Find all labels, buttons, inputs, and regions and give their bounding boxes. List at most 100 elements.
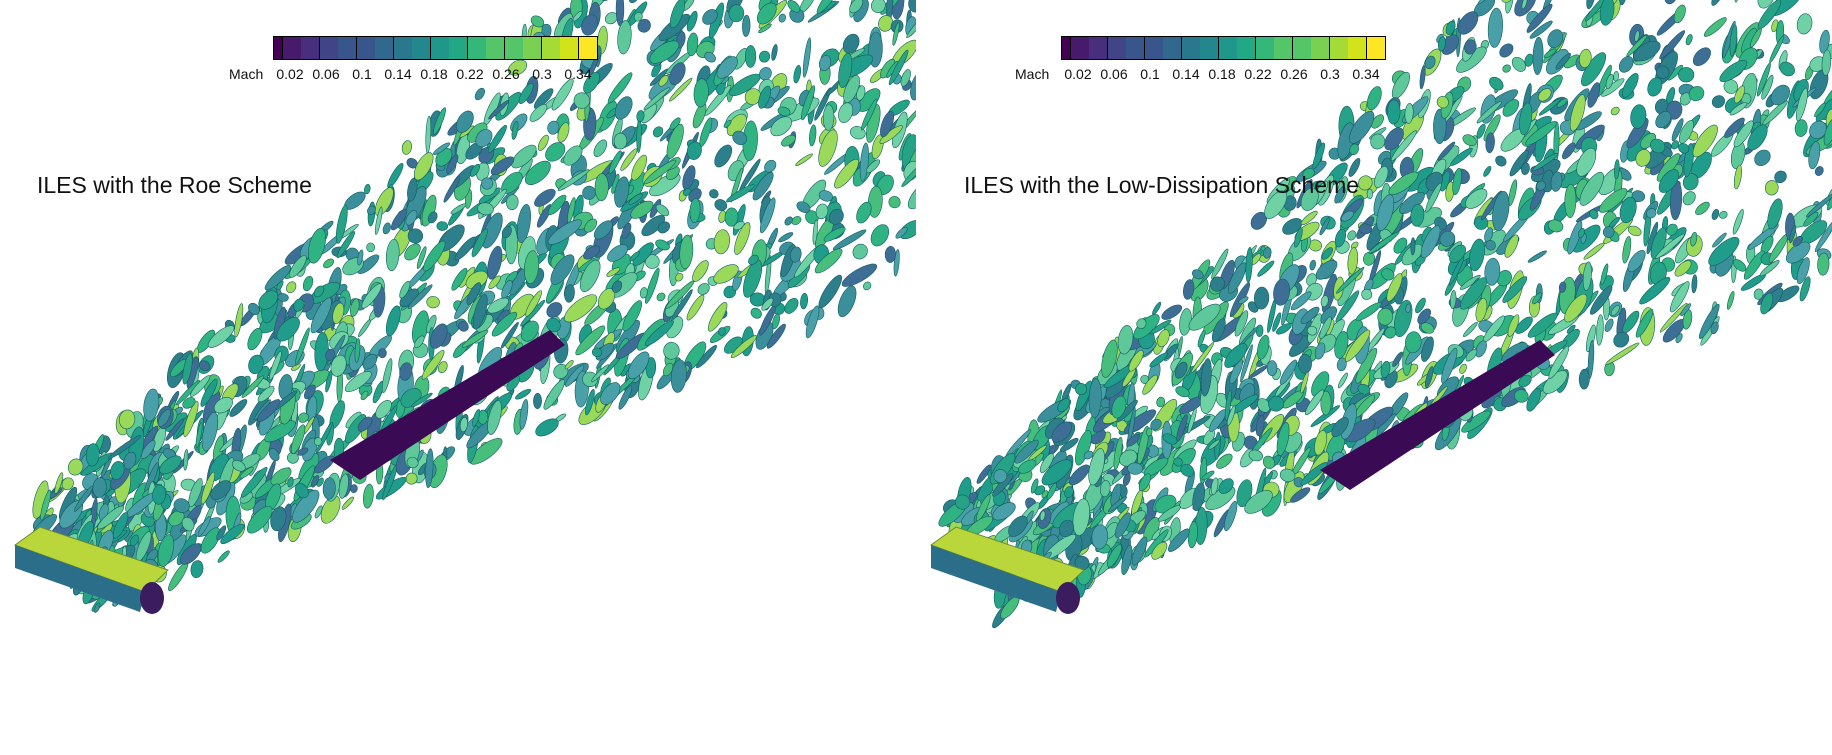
vortex-structure bbox=[1257, 260, 1275, 277]
vortex-structure bbox=[1461, 410, 1491, 433]
colorbar-tick-label: 0.1 bbox=[352, 66, 372, 82]
vortex-structure bbox=[547, 120, 560, 135]
vortex-structure bbox=[1535, 0, 1571, 1]
vortex-structure bbox=[1151, 541, 1168, 560]
vortex-structure bbox=[1729, 24, 1738, 57]
vortex-structure bbox=[107, 435, 142, 460]
vortex-structure bbox=[367, 205, 376, 215]
colorbar-bin bbox=[579, 37, 597, 59]
vortex-structure bbox=[707, 302, 728, 332]
vortex-structure bbox=[582, 371, 598, 387]
vortex-structure bbox=[268, 448, 280, 462]
colorbar-tick-label: 0.14 bbox=[1172, 66, 1200, 82]
cylinder-body bbox=[13, 526, 169, 614]
vortex-structure bbox=[611, 280, 623, 293]
vortex-structure bbox=[1300, 306, 1320, 324]
vortex-structure bbox=[516, 203, 531, 243]
vortex-structure bbox=[537, 134, 549, 151]
vortex-structure bbox=[1064, 486, 1074, 498]
colorbar-bin bbox=[1200, 37, 1219, 59]
vortex-structure bbox=[582, 185, 596, 200]
vortex-structure bbox=[1350, 241, 1359, 250]
vortex-structure bbox=[1138, 473, 1152, 492]
vortex-structure bbox=[583, 245, 601, 260]
vortex-structure bbox=[547, 194, 567, 216]
vortex-structure bbox=[362, 353, 378, 370]
vortex-structure bbox=[1415, 297, 1426, 314]
vortex-structure bbox=[1602, 226, 1615, 238]
vortex-structure bbox=[487, 124, 507, 153]
vortex-structure bbox=[591, 347, 603, 357]
vortex-structure bbox=[1639, 277, 1671, 305]
vortex-structure bbox=[666, 123, 684, 159]
vortex-structure bbox=[1578, 368, 1590, 390]
vortex-structure bbox=[800, 292, 809, 310]
cylinder-body bbox=[929, 526, 1085, 614]
vortex-structure bbox=[1268, 395, 1285, 412]
vortex-structure bbox=[1499, 43, 1514, 58]
vortex-structure bbox=[190, 560, 204, 579]
colorbar-bin bbox=[357, 37, 375, 59]
vortex-structure bbox=[302, 275, 314, 292]
vortex-structure bbox=[382, 222, 391, 235]
vortex-structure bbox=[1659, 302, 1688, 333]
vortex-structure bbox=[507, 59, 528, 76]
vortex-structure bbox=[1075, 430, 1092, 466]
vortex-structure bbox=[1823, 117, 1832, 146]
vortex-structure bbox=[1576, 147, 1597, 177]
vortex-structure bbox=[1349, 143, 1360, 155]
vortex-structure bbox=[1248, 449, 1264, 462]
vortex-structure bbox=[1627, 225, 1642, 237]
vortex-structure bbox=[1584, 0, 1610, 22]
vortex-structure bbox=[1334, 228, 1347, 248]
vortex-structure bbox=[1469, 238, 1485, 272]
colorbar-bin bbox=[394, 37, 412, 59]
vortex-structure bbox=[1605, 342, 1640, 365]
vortex-structure bbox=[575, 325, 606, 356]
vortex-structure bbox=[600, 382, 621, 405]
vortex-structure bbox=[1290, 291, 1312, 311]
colorbar-bin bbox=[1348, 37, 1367, 59]
vortex-structure bbox=[1180, 463, 1195, 477]
vortex-structure bbox=[790, 246, 802, 263]
vortex-structure bbox=[1504, 234, 1519, 258]
vortex-structure bbox=[1682, 173, 1699, 191]
vortex-structure bbox=[1527, 250, 1547, 263]
colorbar-bin bbox=[1237, 37, 1256, 59]
vortex-structure bbox=[510, 113, 528, 132]
vortex-structure bbox=[1734, 85, 1746, 104]
vortex-structure bbox=[1101, 339, 1118, 378]
vortex-structure bbox=[1647, 77, 1663, 97]
vortex-structure bbox=[884, 246, 896, 263]
vortex-structure bbox=[1462, 134, 1477, 147]
vortex-structure bbox=[1555, 53, 1571, 70]
vortex-structure bbox=[429, 323, 448, 349]
vortex-structure bbox=[1711, 209, 1720, 220]
vortex-structure bbox=[1733, 164, 1742, 190]
vortex-structure bbox=[518, 82, 534, 105]
vortex-structure bbox=[655, 239, 670, 251]
vortex-structure bbox=[354, 338, 361, 363]
vortex-structure bbox=[1712, 232, 1727, 248]
vortex-structure bbox=[471, 228, 488, 258]
vortex-structure bbox=[627, 351, 650, 380]
vortex-structure bbox=[1779, 61, 1795, 77]
vortex-structure bbox=[1579, 48, 1592, 68]
vortex-structure bbox=[631, 154, 648, 181]
vortex-structure bbox=[313, 437, 323, 446]
vortex-structure bbox=[426, 296, 440, 309]
vortex-structure bbox=[906, 12, 916, 39]
vortex-structure bbox=[335, 204, 348, 244]
vortex-structure bbox=[838, 102, 854, 124]
vortex-structure bbox=[310, 297, 332, 334]
vortex-structure bbox=[572, 10, 583, 22]
vortex-structure bbox=[805, 305, 820, 339]
vortex-structure bbox=[1764, 180, 1779, 196]
vortex-structure bbox=[730, 335, 757, 359]
vortex-structure bbox=[617, 20, 632, 55]
vortex-structure bbox=[1564, 183, 1577, 219]
vortex-structure bbox=[322, 477, 336, 500]
vortex-structure bbox=[1439, 230, 1456, 247]
vortex-structure bbox=[1514, 389, 1529, 403]
colorbar-bin bbox=[505, 37, 523, 59]
